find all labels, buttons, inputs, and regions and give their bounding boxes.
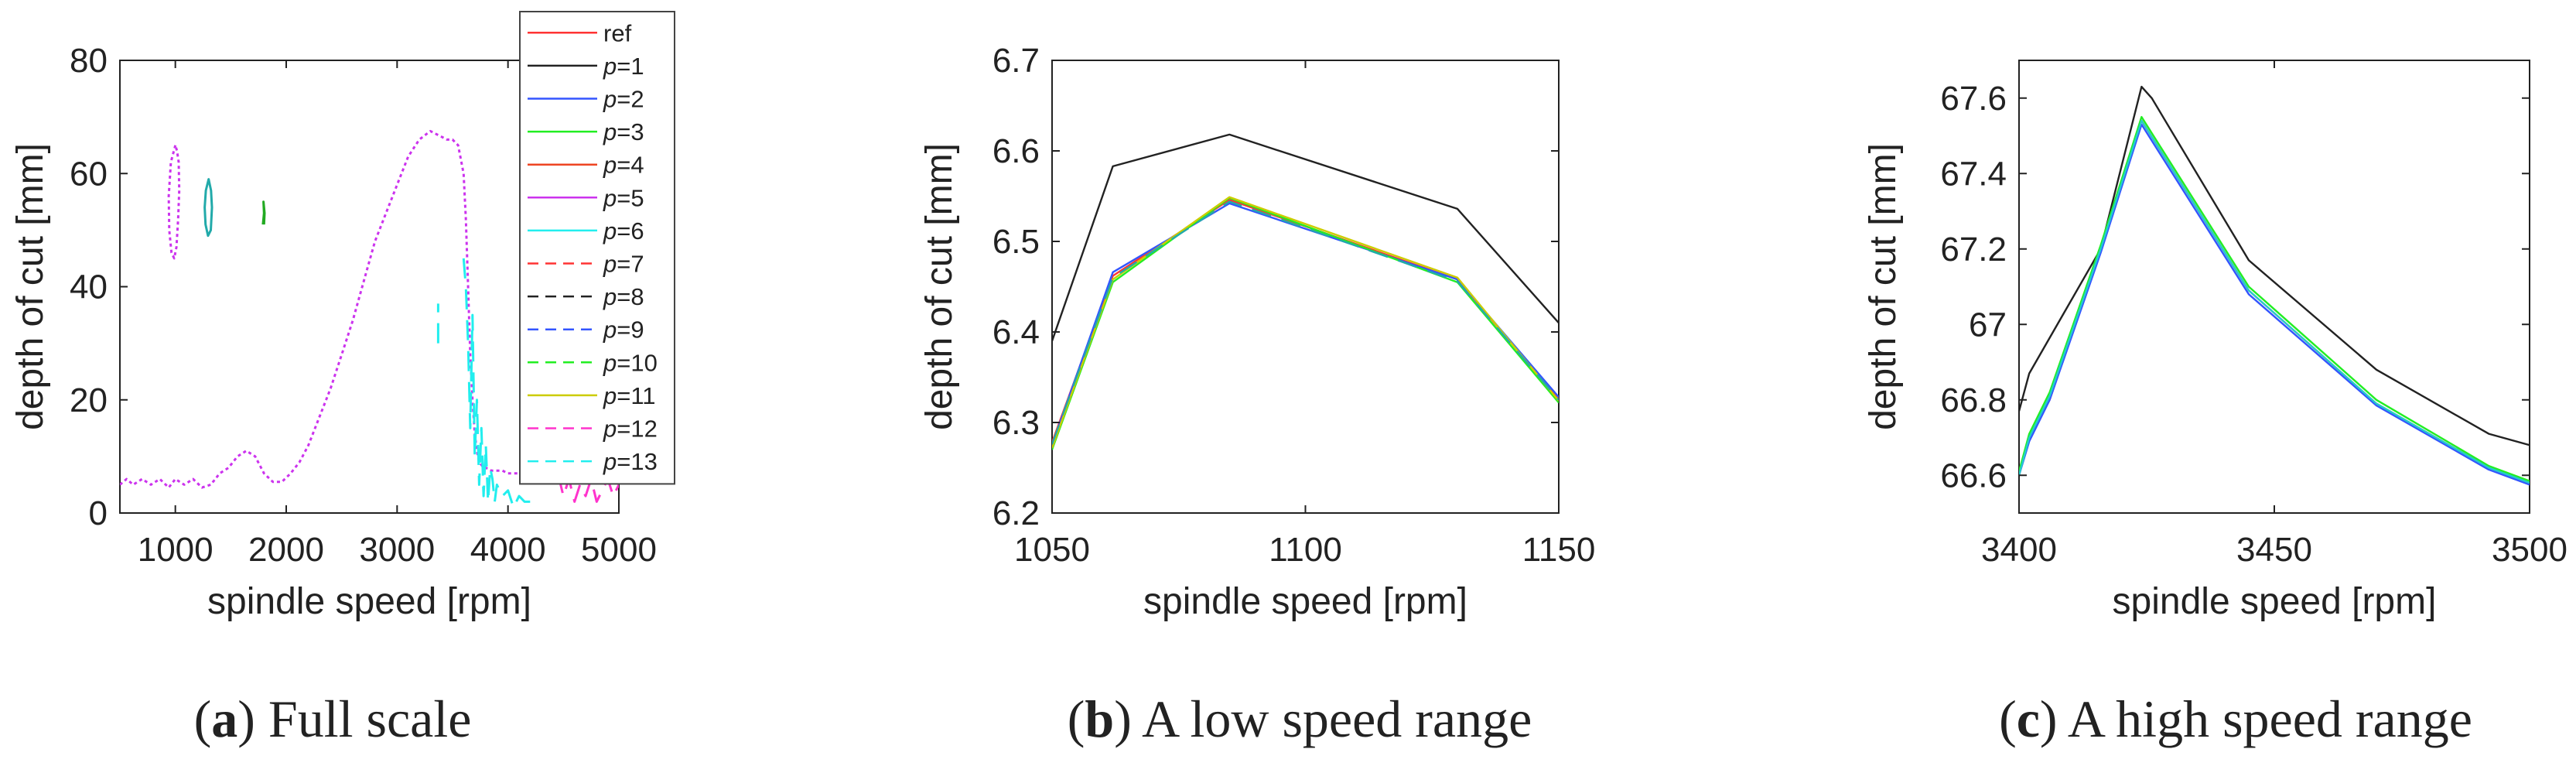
y-tick-label: 6.7 xyxy=(992,42,1040,80)
x-axis-label: spindle speed [rpm] xyxy=(207,581,531,622)
y-tick-label: 6.4 xyxy=(992,313,1040,351)
x-tick-label: 1050 xyxy=(1014,531,1090,569)
x-tick-label: 4000 xyxy=(470,531,546,569)
chart-c: 3400 3450 3500 66.6 66.8 67 67.2 67.4 67.6 spindl… xyxy=(1863,60,2567,622)
plot-area xyxy=(2018,60,2530,514)
legend-label: p=5 xyxy=(603,184,644,211)
y-tick-label: 6.3 xyxy=(992,404,1040,442)
y-tick-label: 67.4 xyxy=(1940,155,2007,193)
series-line-p-1 xyxy=(2019,85,2530,446)
chart-a: 1000 2000 3000 4000 5000 0 20 40 60 80 spindle spe… xyxy=(10,11,675,622)
legend-label: p=11 xyxy=(603,382,656,409)
y-tick-label: 40 xyxy=(70,268,108,306)
legend-label: p=13 xyxy=(603,448,658,475)
y-axis-label: depth of cut [mm] xyxy=(10,143,51,430)
series-line-lobe-1300 xyxy=(203,178,214,238)
legend-label: p=12 xyxy=(603,416,658,443)
y-axis-label: depth of cut [mm] xyxy=(1863,143,1904,430)
y-tick-label: 67 xyxy=(1969,306,2007,344)
legend-label: p=7 xyxy=(603,251,644,278)
series-line-main-lobe-envelope xyxy=(120,129,619,489)
legend-label: p=1 xyxy=(603,53,644,80)
legend-label: p=2 xyxy=(603,86,644,113)
y-tick-label: 6.6 xyxy=(992,132,1040,170)
x-tick-label: 2000 xyxy=(248,531,324,569)
legend-box xyxy=(519,11,675,485)
x-tick-label: 1000 xyxy=(138,531,214,569)
legend: ref p=1 p=2 p=3 p=4 p=5 p=6 p=7 p=8 p=9 p=10 p=11 p=… xyxy=(519,11,675,485)
y-tick-label: 0 xyxy=(89,494,108,532)
caption-b: (b) A low speed range xyxy=(1067,689,1532,748)
x-tick-label: 3450 xyxy=(2236,531,2312,569)
series-line-lobe-1800 xyxy=(261,200,266,225)
x-axis-label: spindle speed [rpm] xyxy=(1143,581,1467,622)
x-tick-label: 3500 xyxy=(2492,531,2567,569)
x-axis-label: spindle speed [rpm] xyxy=(2113,581,2437,622)
series-group xyxy=(1052,133,1559,450)
y-tick-label: 6.2 xyxy=(992,494,1040,532)
legend-label: p=8 xyxy=(603,283,644,310)
legend-label: p=3 xyxy=(603,118,644,145)
y-tick-label: 6.5 xyxy=(992,223,1040,261)
y-tick-label: 20 xyxy=(70,381,108,419)
caption-a: (a) Full scale xyxy=(193,689,472,748)
chart-b: 1050 1100 1150 6.2 6.3 6.4 6.5 6.6 6.7 spindle sp… xyxy=(919,42,1595,622)
y-tick-label: 67.2 xyxy=(1940,231,2007,268)
series-line-p-13 xyxy=(1052,200,1559,445)
x-tick-label: 1150 xyxy=(1522,531,1596,569)
y-tick-label: 60 xyxy=(70,155,108,193)
series-line-p-3 xyxy=(2019,115,2530,482)
series-line-p-2 xyxy=(2019,123,2530,486)
y-tick-label: 67.6 xyxy=(1940,80,2007,118)
legend-label: p=4 xyxy=(603,152,644,179)
legend-label: p=9 xyxy=(603,316,644,344)
y-tick-label: 66.8 xyxy=(1940,381,2007,419)
series-group xyxy=(2019,85,2530,486)
series-line-p-11 xyxy=(1052,196,1559,449)
series-line-lobe-1000 xyxy=(167,144,181,260)
legend-label: p=6 xyxy=(603,217,644,245)
y-tick-label: 66.6 xyxy=(1940,457,2007,494)
plot-area xyxy=(1051,60,1560,514)
series-line-p13-scatter xyxy=(462,258,531,509)
caption-c: (c) A high speed range xyxy=(1999,689,2472,748)
series-line-p-1 xyxy=(1052,133,1559,342)
x-tick-label: 1100 xyxy=(1269,531,1342,569)
series-line-p-13 xyxy=(2019,119,2530,484)
x-tick-label: 3000 xyxy=(359,531,435,569)
x-tick-label: 3400 xyxy=(1981,531,2057,569)
legend-label: p=10 xyxy=(603,349,658,376)
legend-label: ref xyxy=(603,19,632,46)
y-axis-label: depth of cut [mm] xyxy=(919,143,960,430)
x-tick-label: 5000 xyxy=(581,531,657,569)
y-tick-label: 80 xyxy=(70,42,108,80)
